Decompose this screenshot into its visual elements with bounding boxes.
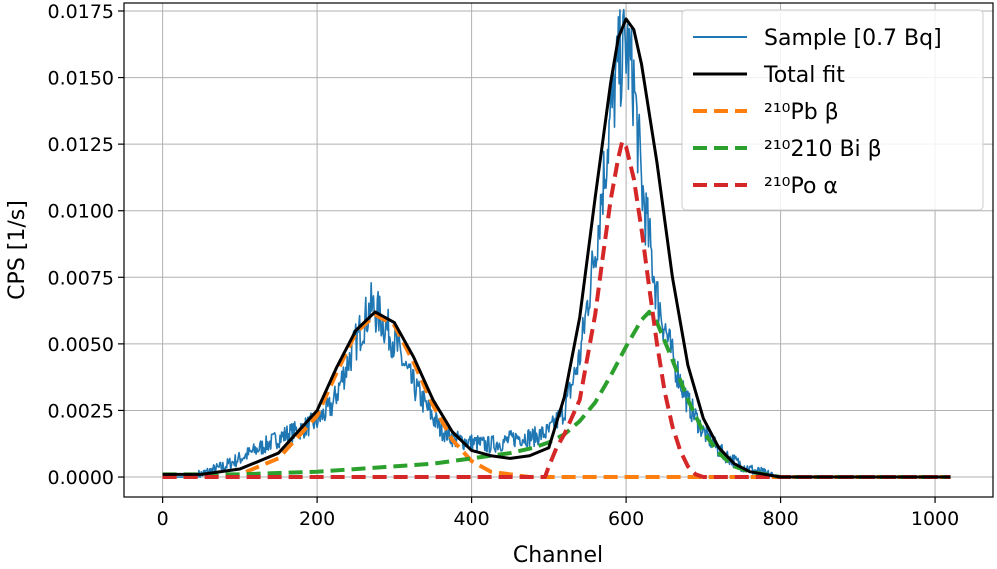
x-tick-label: 400 (453, 508, 489, 530)
series-pb (162, 312, 951, 480)
legend-label: Sample [0.7 Bq] (764, 26, 942, 51)
y-tick-label: 0.0050 (48, 334, 114, 356)
legend: Sample [0.7 Bq] Total fit ²¹⁰Pb β ²¹⁰210 Bi… (681, 9, 984, 211)
y-axis: 0.0000 0.0025 0.0050 0.0075 0.0100 0.0125 0.01… (48, 1, 124, 489)
x-tick-label: 200 (299, 508, 335, 530)
y-tick-label: 0.0125 (48, 134, 114, 156)
y-tick-label: 0.0175 (48, 1, 114, 23)
x-axis-label: Channel (513, 543, 603, 568)
series-210-bi (162, 309, 951, 480)
x-tick-label: 1000 (911, 508, 959, 530)
plot-frame (123, 2, 994, 498)
y-tick-label: 0.0000 (48, 467, 114, 489)
y-tick-label: 0.0100 (48, 201, 114, 223)
x-axis: 0 200 400 600 800 1000 (157, 497, 959, 530)
x-tick-label: 600 (608, 508, 644, 530)
x-tick-label: 0 (157, 508, 169, 530)
legend-label: ²¹⁰Pb β (764, 100, 839, 125)
x-tick-label: 800 (762, 508, 798, 530)
legend-box (681, 9, 984, 211)
y-tick-label: 0.0025 (48, 400, 114, 422)
series-po (162, 139, 951, 480)
legend-label: ²¹⁰210 Bi β (764, 137, 882, 162)
y-axis-label: CPS [1/s] (5, 200, 30, 300)
legend-label: ²¹⁰Po α (764, 174, 838, 199)
y-tick-label: 0.0150 (48, 68, 114, 90)
plot-series (162, 8, 951, 480)
y-tick-label: 0.0075 (48, 267, 114, 289)
series-total-fit (162, 17, 951, 479)
legend-label: Total fit (763, 63, 845, 88)
